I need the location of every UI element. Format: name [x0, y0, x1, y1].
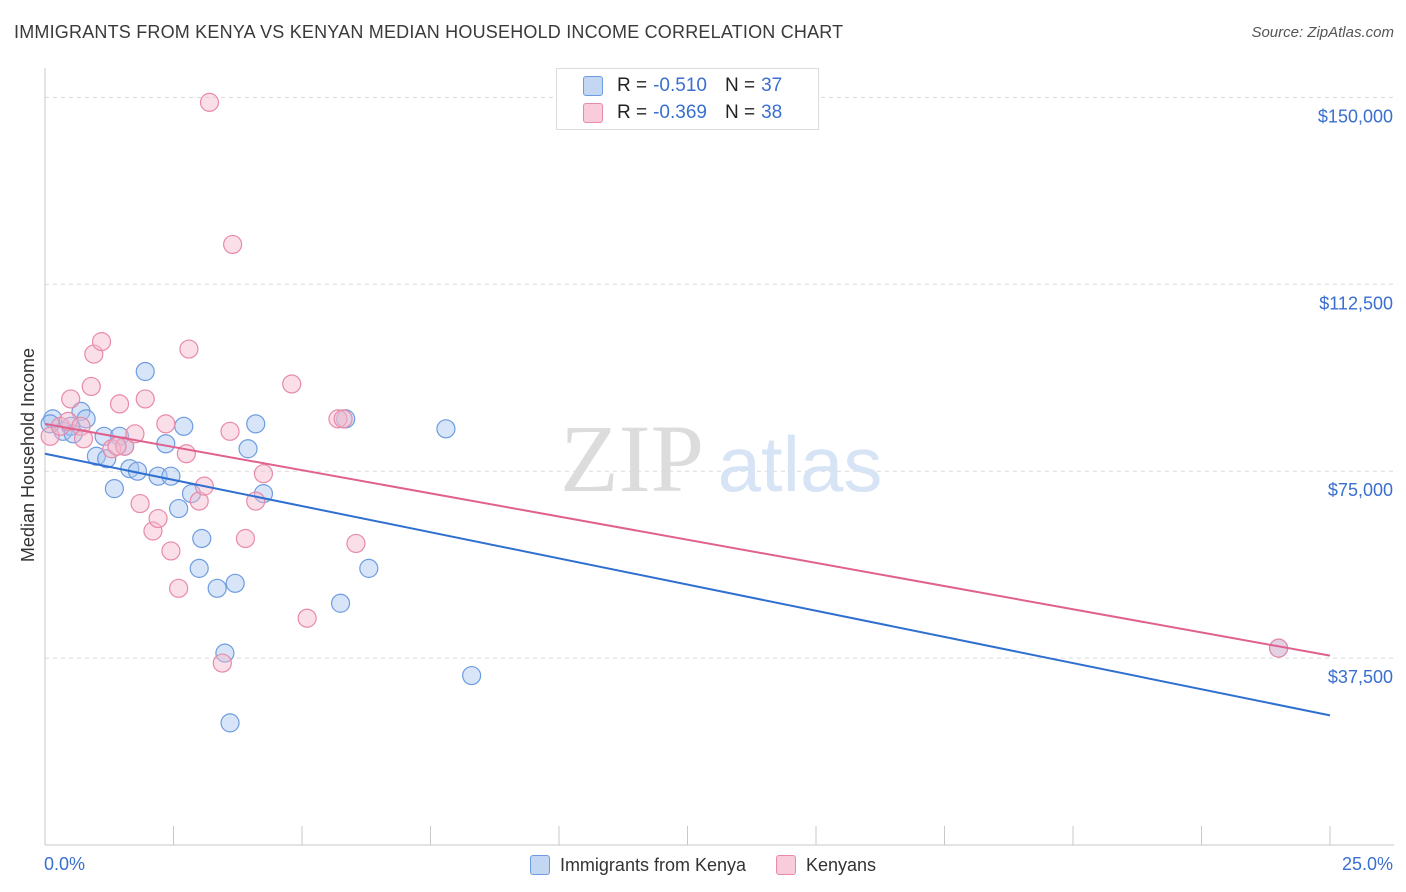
kenyans-point: [169, 578, 189, 598]
kenya-point: [220, 713, 240, 733]
labels-layer: $37,500 $75,000 $112,500 $150,000 0.0% 25.0% M…: [18, 106, 1393, 874]
kenyans-point: [109, 394, 130, 414]
kenyans-point: [220, 421, 240, 441]
kenya-point: [104, 479, 124, 499]
grid-layer: [45, 96, 1394, 659]
legend-label-kenyans: Kenyans: [806, 854, 877, 875]
n-label: N =: [724, 102, 756, 123]
kenyans-point: [58, 411, 78, 431]
kenya-point: [97, 449, 117, 469]
kenyans-point: [297, 608, 317, 628]
kenyans-point: [148, 508, 168, 529]
kenyans-point: [81, 376, 101, 397]
legend-swatch-kenya: [529, 855, 550, 875]
n-label: N =: [724, 75, 756, 96]
kenya-point: [225, 573, 245, 593]
stats-legend: R = -0.510 N = 37 R = -0.369 N = 38: [556, 68, 819, 130]
kenyans-point: [156, 414, 176, 434]
kenya-point: [189, 558, 209, 578]
legend-item-kenya: Immigrants from Kenya: [529, 852, 746, 878]
r-value: -0.510: [653, 75, 707, 96]
r-label: R =: [617, 102, 648, 123]
kenya-swatch: [583, 76, 603, 96]
kenya-point: [359, 558, 379, 578]
kenya-point: [169, 498, 189, 519]
series-legend: Immigrants from Kenya Kenyans: [0, 852, 1406, 878]
n-value: 37: [761, 75, 783, 96]
axes-layer: [44, 68, 1394, 846]
kenyans-point: [212, 653, 232, 673]
kenyans-point: [199, 92, 220, 112]
kenyans-point: [61, 389, 81, 409]
kenyans-point: [333, 409, 353, 429]
kenyans-point: [235, 528, 256, 549]
kenya-point: [330, 593, 351, 613]
kenyans-point: [91, 332, 112, 352]
n-value: 38: [761, 102, 783, 123]
r-label: R =: [617, 75, 648, 96]
kenya-point: [174, 416, 194, 436]
x-tick-label: 25.0%: [1342, 854, 1393, 874]
kenyans-point: [135, 389, 155, 409]
kenyans-point: [253, 464, 274, 484]
kenyans-point: [189, 491, 209, 511]
kenyans-point: [179, 339, 199, 359]
y-tick-label: $37,500: [1328, 667, 1393, 687]
watermark-atlas: atlas: [718, 420, 883, 508]
stats-row-kenya: R = -0.510 N = 37: [583, 73, 782, 99]
y-tick-label: $150,000: [1318, 106, 1393, 126]
r-value: -0.369: [653, 102, 707, 123]
kenyans-point: [40, 426, 60, 446]
kenyans-point: [328, 409, 348, 429]
points-layer: [40, 92, 1289, 733]
kenyans-point: [223, 234, 243, 255]
kenya-point: [246, 414, 266, 434]
legend-item-kenyans: Kenyans: [776, 852, 876, 878]
kenyans-point: [143, 521, 163, 541]
kenya-point: [135, 361, 155, 382]
y-axis-label: Median Household Income: [18, 348, 38, 562]
legend-label-kenya: Immigrants from Kenya: [559, 854, 746, 875]
stats-row-kenyans: R = -0.369 N = 38: [583, 100, 782, 126]
kenyans-trend-line: [44, 422, 1331, 657]
kenya-point: [462, 665, 482, 686]
kenyans-point: [346, 533, 366, 554]
kenya-point: [207, 578, 227, 598]
kenyans-point: [161, 541, 181, 561]
kenya-point: [238, 439, 258, 459]
kenya-point: [161, 466, 181, 486]
kenyans-point: [107, 436, 127, 456]
kenya-trend-line: [44, 452, 1331, 717]
legend-swatch-kenyans: [776, 855, 796, 875]
y-tick-label: $75,000: [1328, 480, 1393, 500]
watermark: ZIP atlas: [560, 405, 882, 512]
kenya-point: [192, 528, 212, 549]
kenyans-point: [282, 374, 302, 394]
source-label: Source: ZipAtlas.com: [1251, 24, 1394, 41]
x-tick-label: 0.0%: [44, 854, 85, 874]
kenya-point: [436, 419, 456, 439]
chart-title: IMMIGRANTS FROM KENYA VS KENYAN MEDIAN H…: [14, 22, 844, 42]
kenyans-point: [130, 493, 150, 514]
watermark-zip: ZIP: [560, 405, 704, 512]
kenyans-swatch: [583, 103, 603, 123]
trend-layer: [44, 422, 1331, 717]
y-tick-label: $112,500: [1319, 293, 1393, 313]
